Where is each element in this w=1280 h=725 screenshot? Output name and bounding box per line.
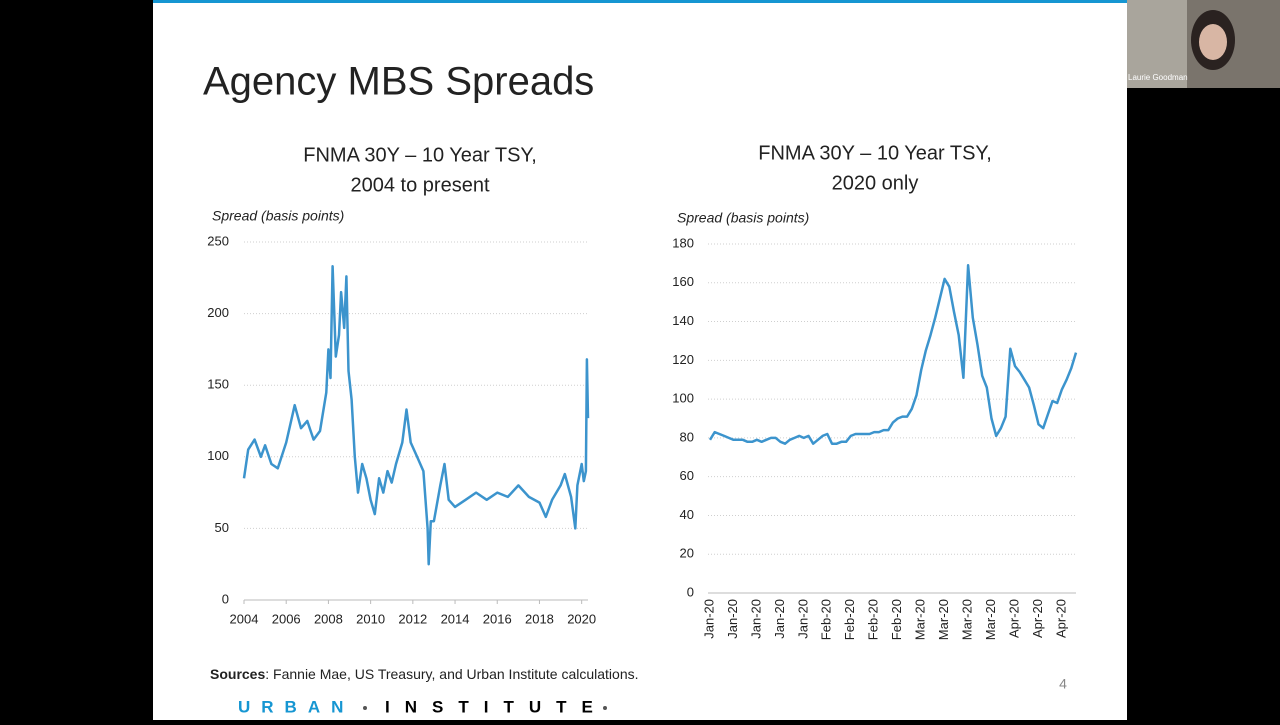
y-tick-label: 250 <box>207 233 229 248</box>
x-tick-label: 2006 <box>272 611 301 626</box>
x-tick-label: 2014 <box>441 611 470 626</box>
participant-name: Laurie Goodman <box>1128 73 1188 82</box>
y-tick-label: 140 <box>672 313 694 328</box>
y-tick-label: 60 <box>680 468 694 483</box>
x-tick-label: Apr-20 <box>1030 599 1045 638</box>
y-tick-label: 100 <box>207 448 229 463</box>
x-tick-label: Jan-20 <box>725 599 740 639</box>
x-tick-label: Mar-20 <box>983 599 998 640</box>
y-tick-label: 120 <box>672 352 694 367</box>
x-tick-label: Mar-20 <box>960 599 975 640</box>
y-tick-label: 0 <box>222 591 229 606</box>
x-tick-label: Feb-20 <box>842 599 857 640</box>
x-tick-label: 2012 <box>398 611 427 626</box>
y-axis-label: Spread (basis points) <box>677 210 809 226</box>
x-tick-label: Feb-20 <box>866 599 881 640</box>
x-tick-label: Jan-20 <box>748 599 763 639</box>
x-tick-label: Jan-20 <box>772 599 787 639</box>
slide-title: Agency MBS Spreads <box>203 60 594 104</box>
logo-dot <box>363 706 367 710</box>
y-tick-label: 100 <box>672 391 694 406</box>
sources-text: : Fannie Mae, US Treasury, and Urban Ins… <box>265 666 638 682</box>
x-tick-label: 2016 <box>483 611 512 626</box>
x-tick-label: 2004 <box>230 611 259 626</box>
chart-title: 2020 only <box>832 172 919 194</box>
x-tick-label: Jan-20 <box>701 599 716 639</box>
chart-title: 2004 to present <box>351 174 490 196</box>
x-tick-label: 2010 <box>356 611 385 626</box>
logo-urban: URBAN <box>238 697 354 716</box>
x-tick-label: Apr-20 <box>1053 599 1068 638</box>
x-tick-label: Apr-20 <box>1006 599 1021 638</box>
x-tick-label: Mar-20 <box>913 599 928 640</box>
sources-label: Sources <box>210 666 265 682</box>
video-background <box>1127 0 1187 88</box>
y-tick-label: 200 <box>207 305 229 320</box>
x-tick-label: Feb-20 <box>819 599 834 640</box>
chart-title: FNMA 30Y – 10 Year TSY, <box>303 144 537 166</box>
y-tick-label: 80 <box>680 429 694 444</box>
y-tick-label: 50 <box>215 520 229 535</box>
x-tick-label: Jan-20 <box>795 599 810 639</box>
chart-title: FNMA 30Y – 10 Year TSY, <box>758 142 992 164</box>
series-line <box>708 264 1078 445</box>
logo-dot <box>603 706 607 710</box>
page-number: 4 <box>1059 676 1067 692</box>
sources: Sources: Fannie Mae, US Treasury, and Ur… <box>210 666 639 682</box>
x-tick-label: 2008 <box>314 611 343 626</box>
slide-top-rule <box>153 0 1127 3</box>
logo-institute: INSTITUTE <box>385 697 608 716</box>
x-tick-label: Feb-20 <box>889 599 904 640</box>
participant-face <box>1199 24 1227 60</box>
y-tick-label: 20 <box>680 546 694 561</box>
y-tick-label: 0 <box>687 584 694 599</box>
x-tick-label: 2018 <box>525 611 554 626</box>
x-tick-label: Mar-20 <box>936 599 951 640</box>
y-tick-label: 160 <box>672 274 694 289</box>
series-line <box>242 265 590 566</box>
y-tick-label: 40 <box>680 507 694 522</box>
y-tick-label: 180 <box>672 235 694 250</box>
x-tick-label: 2020 <box>567 611 596 626</box>
y-axis-label: Spread (basis points) <box>212 208 344 224</box>
y-tick-label: 150 <box>207 377 229 392</box>
